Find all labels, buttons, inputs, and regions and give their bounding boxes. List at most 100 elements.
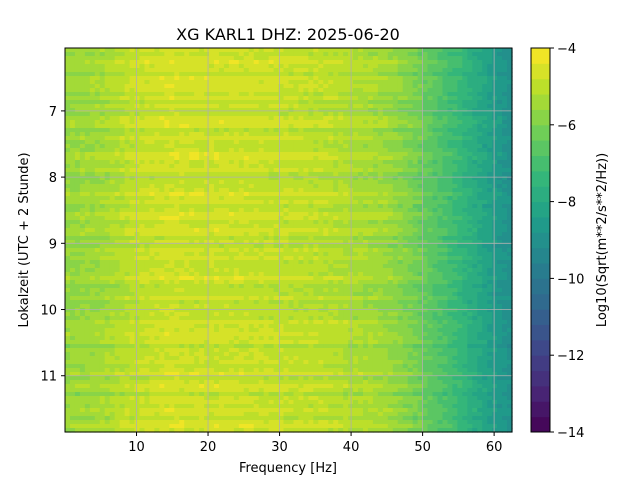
heatmap-cell — [343, 264, 349, 269]
heatmap-cell — [497, 232, 503, 237]
heatmap-cell — [89, 108, 96, 113]
heatmap-cell — [144, 240, 151, 245]
heatmap-cell — [248, 164, 255, 169]
heatmap-cell — [457, 76, 463, 81]
heatmap-cell — [407, 204, 414, 209]
heatmap-cell — [109, 132, 116, 137]
heatmap-cell — [323, 132, 329, 137]
heatmap-cell — [412, 208, 419, 213]
heatmap-cell — [159, 64, 165, 69]
heatmap-cell — [318, 56, 324, 61]
heatmap-cell — [412, 220, 419, 225]
heatmap-cell — [154, 112, 160, 117]
heatmap-cell — [437, 260, 444, 265]
heatmap-cell — [447, 236, 453, 241]
heatmap-cell — [462, 84, 468, 89]
heatmap-cell — [298, 112, 304, 117]
heatmap-cell — [452, 136, 458, 141]
heatmap-cell — [487, 172, 493, 177]
heatmap-cell — [184, 144, 190, 149]
heatmap-cell — [164, 216, 170, 221]
heatmap-cell — [74, 140, 81, 145]
heatmap-cell — [467, 124, 473, 129]
heatmap-cell — [288, 140, 295, 145]
heatmap-cell — [422, 244, 429, 249]
heatmap-cell — [164, 208, 170, 213]
heatmap-cell — [462, 208, 468, 213]
heatmap-cell — [462, 196, 468, 201]
heatmap-cell — [442, 88, 449, 93]
heatmap-cell — [134, 156, 141, 161]
heatmap-cell — [144, 100, 151, 105]
heatmap-cell — [174, 264, 180, 269]
heatmap-cell — [74, 240, 81, 245]
heatmap-cell — [308, 172, 314, 177]
heatmap-cell — [89, 76, 96, 81]
heatmap-cell — [412, 112, 419, 117]
heatmap-cell — [69, 56, 76, 61]
heatmap-cell — [243, 120, 250, 125]
heatmap-cell — [457, 152, 463, 157]
heatmap-cell — [412, 188, 419, 193]
heatmap-cell — [65, 248, 71, 253]
heatmap-cell — [497, 52, 503, 57]
heatmap-cell — [283, 208, 290, 213]
heatmap-cell — [412, 48, 419, 53]
heatmap-cell — [288, 108, 295, 113]
heatmap-cell — [84, 100, 91, 105]
heatmap-cell — [223, 144, 230, 149]
heatmap-cell — [144, 224, 151, 229]
heatmap-cell — [472, 128, 478, 133]
heatmap-cell — [223, 124, 230, 129]
heatmap-cell — [258, 148, 265, 153]
heatmap-cell — [427, 88, 434, 93]
heatmap-cell — [204, 84, 210, 89]
heatmap-cell — [149, 140, 155, 145]
heatmap-cell — [119, 224, 126, 229]
heatmap-cell — [238, 168, 245, 173]
heatmap-cell — [248, 96, 255, 101]
heatmap-cell — [243, 52, 250, 57]
heatmap-cell — [253, 120, 260, 125]
heatmap-cell — [437, 48, 444, 53]
heatmap-cell — [447, 84, 453, 89]
heatmap-cell — [89, 104, 96, 109]
heatmap-cell — [218, 208, 225, 213]
heatmap-cell — [124, 112, 131, 117]
heatmap-cell — [174, 268, 180, 273]
heatmap-cell — [338, 172, 344, 177]
heatmap-cell — [89, 144, 96, 149]
heatmap-cell — [154, 48, 160, 53]
heatmap-cell — [278, 60, 285, 65]
heatmap-cell — [268, 104, 275, 109]
heatmap-cell — [457, 176, 463, 181]
heatmap-cell — [164, 108, 170, 113]
heatmap-cell — [199, 248, 205, 253]
heatmap-cell — [462, 256, 468, 261]
heatmap-cell — [164, 132, 170, 137]
heatmap-cell — [94, 48, 101, 53]
heatmap-cell — [497, 228, 503, 233]
heatmap-cell — [124, 108, 131, 113]
heatmap-cell — [333, 240, 339, 245]
heatmap-cell — [263, 244, 270, 249]
heatmap-cell — [189, 168, 195, 173]
heatmap-cell — [407, 244, 414, 249]
heatmap-cell — [238, 212, 245, 217]
heatmap-cell — [482, 84, 488, 89]
heatmap-cell — [218, 116, 225, 121]
heatmap-cell — [233, 76, 240, 81]
heatmap-cell — [189, 188, 195, 193]
heatmap-cell — [104, 80, 111, 85]
heatmap-cell — [214, 96, 220, 101]
heatmap-cell — [427, 188, 434, 193]
heatmap-cell — [263, 136, 270, 141]
heatmap-cell — [353, 228, 359, 233]
heatmap-cell — [248, 160, 255, 165]
heatmap-cell — [432, 220, 439, 225]
heatmap-cell — [353, 236, 359, 241]
heatmap-cell — [119, 84, 126, 89]
heatmap-cell — [482, 256, 488, 261]
heatmap-cell — [258, 164, 265, 169]
heatmap-cell — [392, 216, 399, 221]
